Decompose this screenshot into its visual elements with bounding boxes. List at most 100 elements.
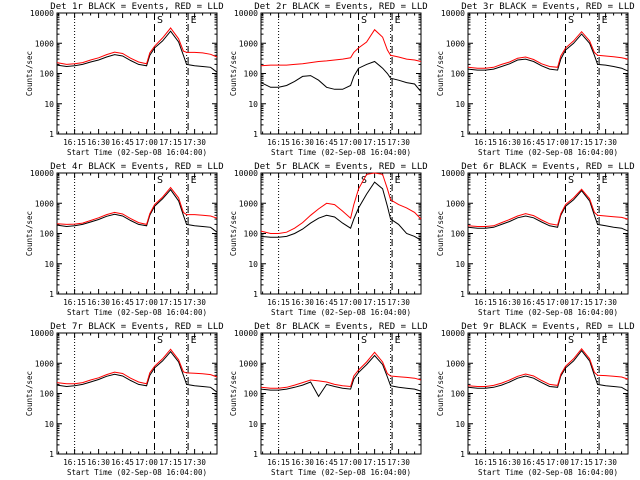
start-marker: S <box>157 335 163 346</box>
y-axis-label: Counts/sec <box>436 51 445 96</box>
y-axis-label: Counts/sec <box>25 211 34 256</box>
series-line-lld <box>56 186 218 225</box>
series-line-lld <box>260 351 422 389</box>
x-tick-label: 17:00 <box>135 298 158 307</box>
panel-det-2r: Det 2r BLACK = Events, RED = LLD Counts/s… <box>229 2 428 157</box>
series-line-lld <box>467 347 629 387</box>
plot-frame <box>260 12 422 135</box>
y-tick-label: 10 <box>44 260 54 269</box>
y-tick-label: 1 <box>253 290 258 299</box>
end-marker: E <box>395 335 401 346</box>
y-tick-label: 100 <box>40 390 55 399</box>
x-tick-label: 17:15 <box>570 138 593 147</box>
x-tick-label: 17:00 <box>135 458 158 467</box>
x-tick-label: 17:30 <box>594 298 617 307</box>
x-tick-label: 17:15 <box>570 298 593 307</box>
y-tick-label: 100 <box>244 390 259 399</box>
x-tick-label: 16:15 <box>474 298 497 307</box>
x-tick-label: 16:30 <box>87 458 110 467</box>
panel-title: Det 8r BLACK = Events, RED = LLD <box>254 322 427 332</box>
panel-det-8r: Det 8r BLACK = Events, RED = LLD Counts/s… <box>229 322 428 477</box>
x-axis-label: Start Time (02-Sep-08 16:04:00) <box>67 308 207 317</box>
panel-det-3r: Det 3r BLACK = Events, RED = LLD Counts/s… <box>436 2 635 157</box>
plot-frame <box>260 332 422 455</box>
x-tick-label: 17:30 <box>594 138 617 147</box>
end-marker: E <box>395 15 401 26</box>
y-tick-label: 100 <box>451 230 466 239</box>
panel-title: Det 7r BLACK = Events, RED = LLD <box>50 322 223 332</box>
x-axis-label: Start Time (02-Sep-08 16:04:00) <box>271 468 411 477</box>
panel-title: Det 1r BLACK = Events, RED = LLD <box>50 2 223 12</box>
y-axis-label: Counts/sec <box>25 51 34 96</box>
y-tick-label: 1000 <box>446 199 465 208</box>
y-tick-label: 100 <box>40 70 55 79</box>
y-tick-label: 10 <box>455 420 465 429</box>
y-tick-label: 10 <box>455 260 465 269</box>
y-tick-label: 10 <box>248 100 258 109</box>
x-tick-label: 16:15 <box>267 298 290 307</box>
x-tick-label: 17:15 <box>363 458 386 467</box>
y-tick-label: 100 <box>244 230 259 239</box>
x-tick-label: 17:15 <box>159 458 182 467</box>
x-axis-label: Start Time (02-Sep-08 16:04:00) <box>478 148 618 157</box>
series-line-events <box>56 188 218 233</box>
x-tick-label: 17:30 <box>387 138 410 147</box>
y-tick-label: 100 <box>244 70 259 79</box>
panel-title: Det 2r BLACK = Events, RED = LLD <box>254 2 427 12</box>
start-marker: S <box>361 15 367 26</box>
start-marker: S <box>568 15 574 26</box>
y-tick-label: 1 <box>460 130 465 139</box>
x-tick-label: 17:00 <box>339 298 362 307</box>
start-marker: S <box>361 175 367 186</box>
y-axis-label: Counts/sec <box>436 371 445 416</box>
panel-det-7r: Det 7r BLACK = Events, RED = LLD Counts/s… <box>25 322 224 477</box>
x-axis-label: Start Time (02-Sep-08 16:04:00) <box>67 468 207 477</box>
x-axis-label: Start Time (02-Sep-08 16:04:00) <box>67 148 207 157</box>
x-tick-label: 17:00 <box>546 298 569 307</box>
x-tick-label: 16:15 <box>267 458 290 467</box>
y-tick-label: 1 <box>49 290 54 299</box>
y-tick-label: 1000 <box>35 39 54 48</box>
x-tick-label: 16:30 <box>291 298 314 307</box>
y-tick-label: 1000 <box>239 199 258 208</box>
x-tick-label: 16:45 <box>111 458 134 467</box>
y-tick-label: 1 <box>49 130 54 139</box>
y-tick-label: 100 <box>451 70 466 79</box>
x-tick-label: 17:30 <box>387 458 410 467</box>
x-tick-label: 17:15 <box>159 138 182 147</box>
series-line-lld <box>260 28 422 67</box>
plot-frame <box>56 332 218 455</box>
plot-frame <box>56 12 218 135</box>
plot-frame <box>260 172 422 295</box>
y-axis-label: Counts/sec <box>229 51 238 96</box>
y-tick-label: 1 <box>460 450 465 459</box>
panel-title: Det 4r BLACK = Events, RED = LLD <box>50 162 223 172</box>
series-line-lld <box>467 30 629 69</box>
panel-det-5r: Det 5r BLACK = Events, RED = LLD Counts/s… <box>229 162 428 317</box>
y-tick-label: 10000 <box>441 9 465 18</box>
x-axis-label: Start Time (02-Sep-08 16:04:00) <box>271 148 411 157</box>
start-marker: S <box>361 335 367 346</box>
x-tick-label: 17:30 <box>594 458 617 467</box>
panel-det-6r: Det 6r BLACK = Events, RED = LLD Counts/s… <box>436 162 635 317</box>
panel-title: Det 9r BLACK = Events, RED = LLD <box>461 322 634 332</box>
y-tick-label: 10 <box>44 420 54 429</box>
plot-frame <box>467 332 629 455</box>
y-tick-label: 10000 <box>234 169 258 178</box>
y-tick-label: 10 <box>455 100 465 109</box>
x-tick-label: 16:30 <box>87 298 110 307</box>
x-tick-label: 16:15 <box>474 458 497 467</box>
series-line-lld <box>260 172 422 234</box>
x-tick-label: 17:30 <box>387 298 410 307</box>
start-marker: S <box>157 175 163 186</box>
y-axis-label: Counts/sec <box>25 371 34 416</box>
end-marker: E <box>602 335 608 346</box>
y-tick-label: 10000 <box>30 169 54 178</box>
y-tick-label: 1000 <box>239 39 258 48</box>
start-marker: S <box>157 15 163 26</box>
y-tick-label: 100 <box>451 390 466 399</box>
series-line-events <box>467 349 629 392</box>
y-tick-label: 10000 <box>441 169 465 178</box>
x-tick-label: 16:15 <box>63 298 86 307</box>
y-tick-label: 1000 <box>35 359 54 368</box>
